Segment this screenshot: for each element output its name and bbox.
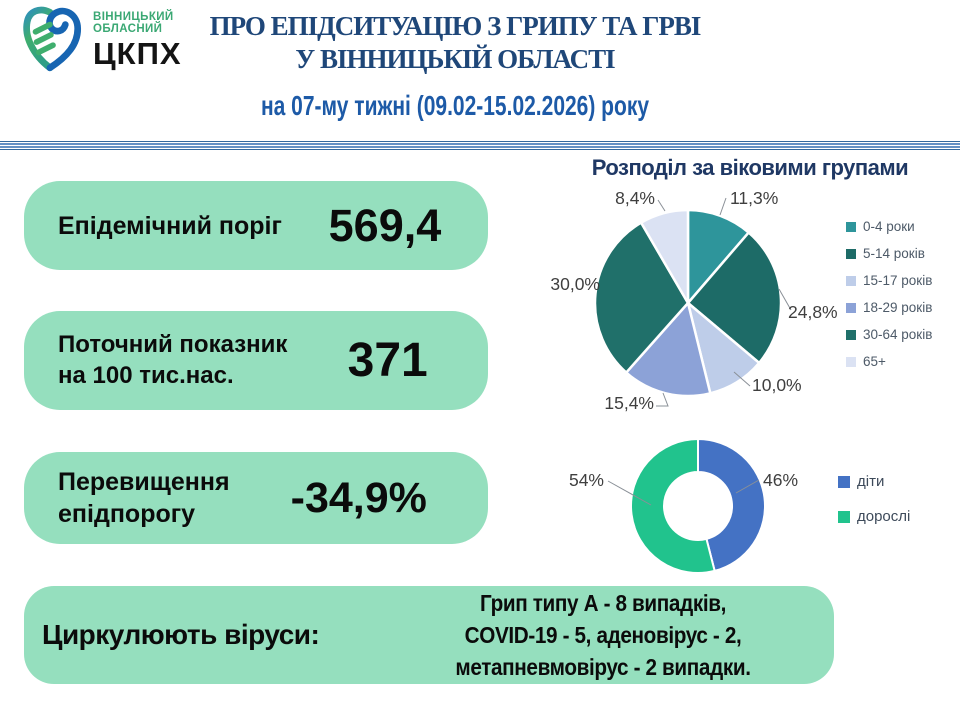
label-leader-line [733, 371, 751, 387]
page-title-line1: ПРО ЕПІДСИТУАЦІЮ З ГРИПУ ТА ГРВІ [209, 11, 702, 41]
org-logo-text: ВІННИЦЬКИЙ ОБЛАСНИЙ ЦКПХ [93, 4, 182, 69]
org-name-line1: ВІННИЦЬКИЙ [93, 11, 174, 23]
legend-swatch [846, 329, 856, 340]
legend-label: 30-64 років [863, 327, 933, 342]
label-leader-line [778, 288, 792, 311]
shield-heart-logo-icon [23, 6, 82, 72]
pie-slice [686, 230, 783, 365]
pie-chart-title: Розподіл за віковими групами [591, 155, 909, 180]
age-distribution-pie-chart: 11,3% 24,8% 10,0% 15,4% 30,0% 8,4% [550, 188, 838, 413]
pie-chart-legend: 0-4 роки 5-14 років 15-17 років 18-29 років… [846, 219, 932, 369]
stat-label: Перевищення епідпорогу [58, 468, 230, 528]
stat-pill-epidemic-threshold: Епідемічний поріг 569,4 [24, 181, 488, 270]
legend-item: 15-17 років [846, 273, 932, 288]
legend-swatch [846, 302, 856, 313]
viruses-label: Циркулюють віруси: [42, 619, 320, 650]
label-leader-line [656, 392, 669, 407]
label-leader-line [719, 197, 727, 216]
slice-data-label: 15,4% [604, 393, 654, 413]
legend-item: 5-14 років [846, 246, 932, 261]
legend-swatch [846, 356, 856, 367]
viruses-list: Грип типу А - 8 випадків, COVID-19 - 5, … [455, 589, 751, 681]
slice-data-label: 46% [763, 470, 798, 490]
slice-data-label: 24,8% [788, 302, 838, 322]
legend-label: 0-4 роки [863, 219, 915, 234]
pie-slice [686, 208, 751, 307]
stat-label: Поточний показник на 100 тис.нас. [58, 330, 288, 389]
legend-label: 18-29 років [863, 300, 933, 315]
legend-label: 15-17 років [863, 273, 933, 288]
legend-label: дорослі [857, 508, 911, 525]
striped-divider [0, 141, 960, 152]
stat-pill-threshold-exceedance: Перевищення епідпорогу -34,9% [24, 452, 488, 544]
stat-value: 371 [347, 334, 428, 387]
legend-item: дорослі [838, 508, 910, 525]
org-abbreviation: ЦКПХ [93, 36, 182, 72]
label-leader-line [657, 199, 666, 212]
page-subtitle-week: на 07-му тижні (09.02-15.02.2026) року [260, 89, 650, 121]
legend-item: 30-64 років [846, 327, 932, 342]
label-leader-line [735, 479, 760, 494]
legend-swatch [846, 221, 856, 232]
pie-slice [624, 300, 712, 398]
header-titles: ПРО ЕПІДСИТУАЦІЮ З ГРИПУ ТА ГРВІ У ВІННИ… [190, 10, 720, 122]
slice-data-label: 54% [569, 470, 604, 490]
legend-swatch [846, 248, 856, 259]
legend-item: 18-29 років [846, 300, 932, 315]
legend-item: діти [838, 473, 910, 490]
donut-chart-legend: діти дорослі [838, 473, 910, 525]
legend-item: 0-4 роки [846, 219, 932, 234]
org-logo: ВІННИЦЬКИЙ ОБЛАСНИЙ ЦКПХ [20, 4, 182, 74]
org-name-line2: ОБЛАСНИЙ [93, 23, 163, 36]
stat-pill-current-rate: Поточний показник на 100 тис.нас. 371 [24, 311, 488, 410]
label-leader-line [607, 480, 652, 506]
slice-data-label: 10,0% [752, 375, 802, 395]
legend-item: 65+ [846, 354, 932, 369]
slice-data-label: 30,0% [550, 274, 600, 294]
donut-slice [630, 437, 716, 574]
pie-slice [639, 208, 690, 308]
slice-data-label: 8,4% [615, 188, 655, 208]
stat-label: Епідемічний поріг [58, 211, 282, 240]
circulating-viruses-pill: Циркулюють віруси: Грип типу А - 8 випад… [24, 586, 834, 684]
pie-slice [593, 220, 690, 375]
stat-value: -34,9% [290, 473, 427, 522]
slice-data-label: 11,3% [730, 188, 778, 208]
page-title-line2: У ВІННИЦЬКІЙ ОБЛАСТІ [295, 43, 615, 74]
children-adults-donut-chart: 46% 54% [569, 437, 798, 574]
legend-label: діти [857, 473, 885, 490]
donut-slice [697, 437, 766, 573]
legend-swatch [846, 275, 856, 286]
legend-label: 5-14 років [863, 246, 925, 261]
legend-swatch [838, 475, 850, 488]
legend-swatch [838, 510, 850, 523]
legend-label: 65+ [863, 354, 886, 369]
stat-value: 569,4 [328, 199, 442, 251]
